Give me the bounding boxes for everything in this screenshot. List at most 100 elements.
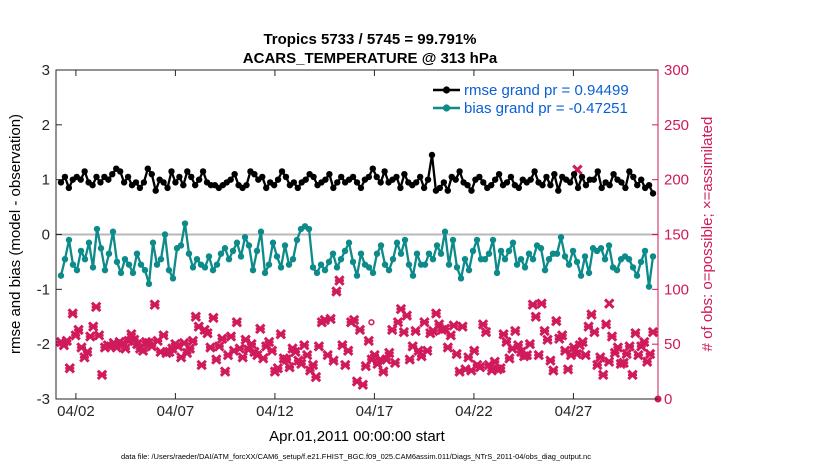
rmse-point [381,168,388,175]
bias-point [629,264,637,271]
obs-assimilated-marker [296,358,307,370]
bias-point [333,264,341,271]
obs-assimilated-marker [609,347,621,359]
y2-tick-label: 300 [664,62,689,79]
bias-point [509,239,517,246]
bias-point [345,239,353,246]
bias-point [601,255,609,263]
bias-point [281,242,289,249]
bias-point [269,239,277,246]
x-tick-label: 04/02 [57,403,95,420]
y2-tick-label: 200 [664,172,689,189]
y-axis-label: rmse and bias (model - observation) [7,114,24,354]
obs-assimilated-marker [298,340,310,351]
obs-assimilated-marker [633,349,644,361]
obs-assimilated-marker [208,312,219,324]
rmse-point [124,173,132,181]
y2-axis-label: # of obs: o=possible; ×=assimilated [699,117,716,352]
rmse-point [582,181,590,189]
rmse-point [251,170,258,178]
rmse-point [436,184,444,192]
obs-assimilated-marker [61,335,73,347]
bias-point [501,255,509,263]
rmse-point [326,170,333,178]
bias-point [521,264,529,271]
obs-assimilated-marker [219,366,231,377]
rmse-point [93,173,100,181]
obs-assimilated-marker [284,361,295,373]
obs-assimilated-marker [334,275,345,286]
y-tick-label: 1 [42,172,50,189]
data-file-footnote: data file: /Users/raeder/DAI/ATM_forcXX/… [121,452,591,461]
obs-assimilated-marker [126,329,137,340]
rmse-point [57,179,65,186]
bias-point [293,236,301,244]
bias-point [113,258,121,266]
bias-point [485,250,493,257]
bias-point [457,275,465,282]
bias-point [413,250,421,257]
obs-assimilated-marker [378,366,389,377]
bias-point [605,242,613,249]
obs-assimilated-marker [448,320,459,331]
bias-point [253,247,261,255]
obs-assimilated-marker [205,342,216,353]
bias-point [177,242,185,249]
rmse-point [302,176,309,183]
y-tick-label: 2 [42,117,50,134]
bias-point [561,253,569,260]
rmse-point [290,179,298,186]
bias-point [57,272,65,279]
obs-assimilated-marker [530,311,542,323]
rmse-point [645,181,653,189]
bias-point [261,269,269,277]
rmse-point [97,179,104,186]
bias-point [545,255,553,263]
obs-assimilated-marker [120,343,131,354]
bias-point [369,269,377,277]
bias-point [537,245,545,252]
rmse-point [278,168,286,175]
obs-assimilated-marker [413,345,424,357]
bias-point [453,264,461,271]
x-tick-label: 04/27 [555,403,593,420]
obs-assimilated-marker [577,336,588,348]
obs-marker-stroke-b [603,298,615,309]
y2-tick-label: 250 [664,117,689,134]
bias-point [569,247,577,255]
obs-assimilated-marker [527,299,539,310]
legend-marker-bias [442,104,451,112]
rmse-point [440,179,448,186]
obs-assimilated-marker [586,309,597,320]
obs-assimilated-marker [592,359,603,371]
obs-assimilated-marker [381,354,392,365]
obs-count-series [55,164,662,403]
obs-assimilated-marker [85,331,96,342]
rmse-series [57,151,657,197]
obs-assimilated-marker [231,316,243,328]
bottom-axis-ticks: 04/02 04/07 04/12 04/17 04/22 04/27 [57,70,592,420]
rmse-point [195,176,203,183]
x-tick-label: 04/07 [157,403,195,420]
bias-point [217,250,225,257]
obs-assimilated-marker [644,348,656,360]
bias-point [101,266,109,274]
obs-assimilated-marker [410,325,421,337]
rmse-point [349,173,357,181]
obs-assimilated-marker [539,325,550,337]
rmse-point [144,165,152,172]
rmse-point [574,184,582,192]
obs-assimilated-marker [263,336,275,348]
bias-point [229,247,237,255]
right-axis-ticks: 0 50 100 150 200 250 300 [652,62,689,408]
rmse-point [168,168,175,175]
rmse-point [199,168,207,175]
bias-point [541,266,549,274]
obs-assimilated-marker [430,308,442,319]
bias-point [397,250,405,257]
bias-point [209,266,217,274]
bias-point [613,266,621,274]
bias-point [277,264,285,271]
bias-point [249,266,257,274]
chart-subtitle: ACARS_TEMPERATURE @ 313 hPa [243,50,498,67]
